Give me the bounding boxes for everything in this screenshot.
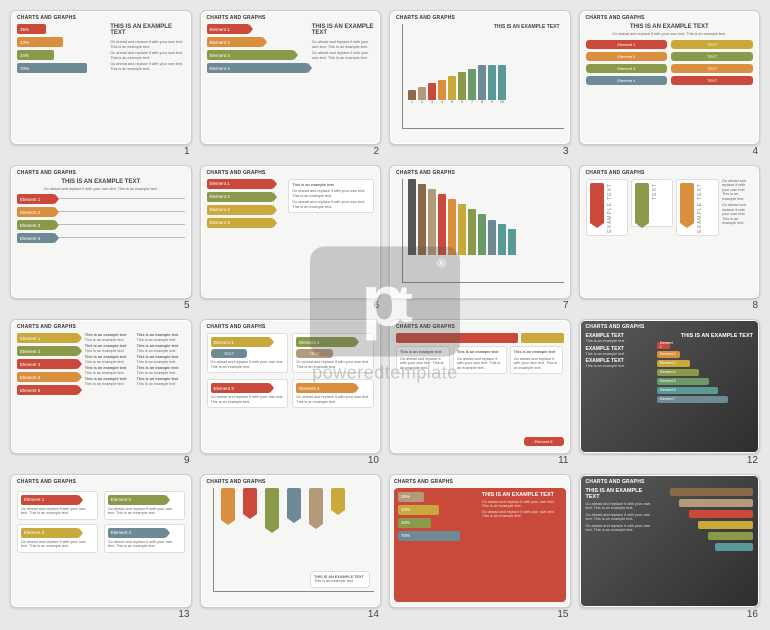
slide-9[interactable]: CHARTS AND GRAPHS Element 1 Element 2 El… <box>10 319 192 466</box>
slide-title: THIS IS AN EXAMPLE TEXT <box>110 24 184 36</box>
slide-14[interactable]: CHARTS AND GRAPHS THIS IS AN EXAMPLE TEX… <box>200 474 382 621</box>
slide-8[interactable]: CHARTS AND GRAPHS EXAMPLE TEXT TEXT EXAM… <box>579 165 761 312</box>
slide-number: 1 <box>10 145 192 157</box>
slide-11[interactable]: CHARTS AND GRAPHS This is an example tex… <box>389 319 571 466</box>
slide-2[interactable]: CHARTS AND GRAPHS Element 1 Element 2 El… <box>200 10 382 157</box>
slide-6[interactable]: CHARTS AND GRAPHS Element 1 Element 2 El… <box>200 165 382 312</box>
slide-10[interactable]: CHARTS AND GRAPHS Element 1 TEXT Go ahea… <box>200 319 382 466</box>
slide-3[interactable]: CHARTS AND GRAPHS THIS IS AN EXAMPLE TEX… <box>389 10 571 157</box>
slide-5[interactable]: CHARTS AND GRAPHS THIS IS AN EXAMPLE TEX… <box>10 165 192 312</box>
slide-7[interactable]: CHARTS AND GRAPHS 7 <box>389 165 571 312</box>
slide-grid: ® pt poweredtemplate CHARTS AND GRAPHS 2… <box>0 0 770 630</box>
slide-13[interactable]: CHARTS AND GRAPHS Element 1Go ahead and … <box>10 474 192 621</box>
slide-1[interactable]: CHARTS AND GRAPHS 25% 43% 34% 70% THIS I… <box>10 10 192 157</box>
slide-header: CHARTS AND GRAPHS <box>17 15 185 21</box>
slide-16[interactable]: CHARTS AND GRAPHS THIS IS AN EXAMPLE TEX… <box>579 474 761 621</box>
slide-4[interactable]: CHARTS AND GRAPHS THIS IS AN EXAMPLE TEX… <box>579 10 761 157</box>
slide-15[interactable]: CHARTS AND GRAPHS 25% 43% 34% 70% THIS I… <box>389 474 571 621</box>
slide-12[interactable]: CHARTS AND GRAPHS EXAMPLE TEXTThis is an… <box>579 319 761 466</box>
